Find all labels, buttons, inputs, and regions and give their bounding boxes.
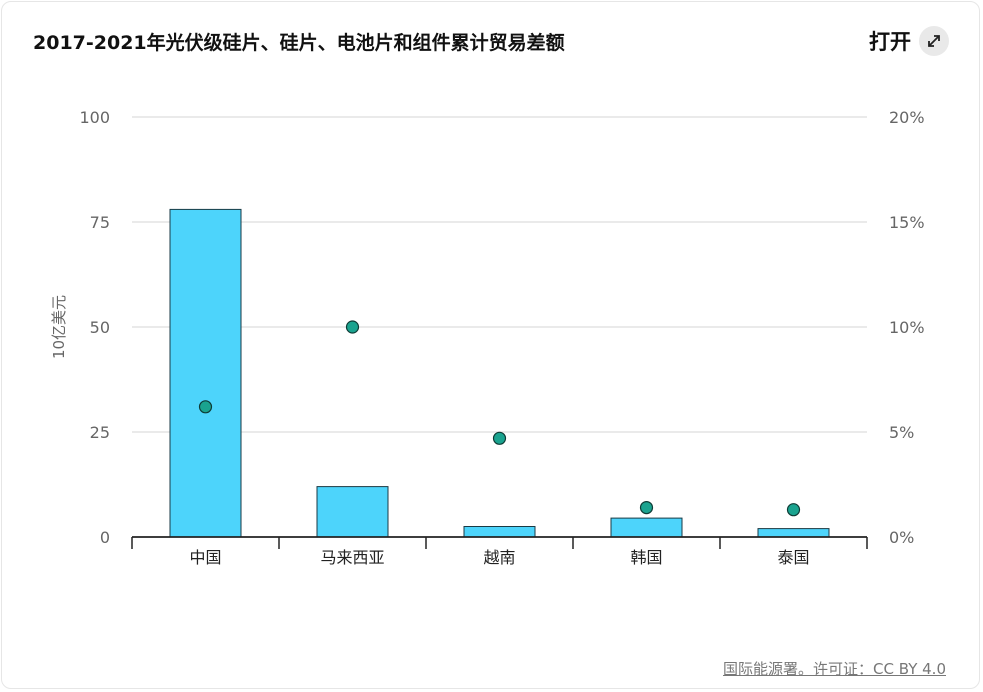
x-tick-label: 中国 <box>189 548 221 567</box>
y-tick-label: 0 <box>100 528 110 547</box>
y-tick-label: 75 <box>90 213 110 232</box>
data-point <box>492 431 507 445</box>
y-tick-label: 100 <box>79 108 110 127</box>
y2-tick-label: 20% <box>889 108 925 127</box>
y-axis-label: 10亿美元 <box>50 295 68 359</box>
y-tick-label: 50 <box>90 318 110 337</box>
open-button-label: 打开 <box>869 30 911 54</box>
x-tick-label: 韩国 <box>630 548 662 567</box>
bar <box>316 486 389 538</box>
y2-tick-label: 15% <box>889 213 925 232</box>
y-tick-label: 25 <box>90 423 110 442</box>
x-tick-label: 越南 <box>483 548 515 567</box>
x-tick-label: 泰国 <box>777 548 809 567</box>
data-point <box>639 501 654 515</box>
y2-tick-label: 5% <box>889 423 914 442</box>
expand-icon[interactable] <box>919 26 949 56</box>
bar <box>463 526 536 538</box>
x-tick-label: 马来西亚 <box>320 548 384 567</box>
y2-tick-label: 10% <box>889 318 925 337</box>
data-point <box>786 503 801 517</box>
bar <box>169 208 242 538</box>
source-license-link[interactable]: 国际能源署。许可证：CC BY 4.0 <box>723 660 946 678</box>
data-point <box>345 320 360 334</box>
chart-title: 2017-2021年光伏级硅片、硅片、电池片和组件累计贸易差额 <box>33 32 565 54</box>
open-button[interactable]: 打开 <box>869 26 949 56</box>
y2-tick-label: 0% <box>889 528 914 547</box>
data-point <box>198 400 213 414</box>
bar <box>610 517 683 538</box>
bar <box>757 528 830 538</box>
